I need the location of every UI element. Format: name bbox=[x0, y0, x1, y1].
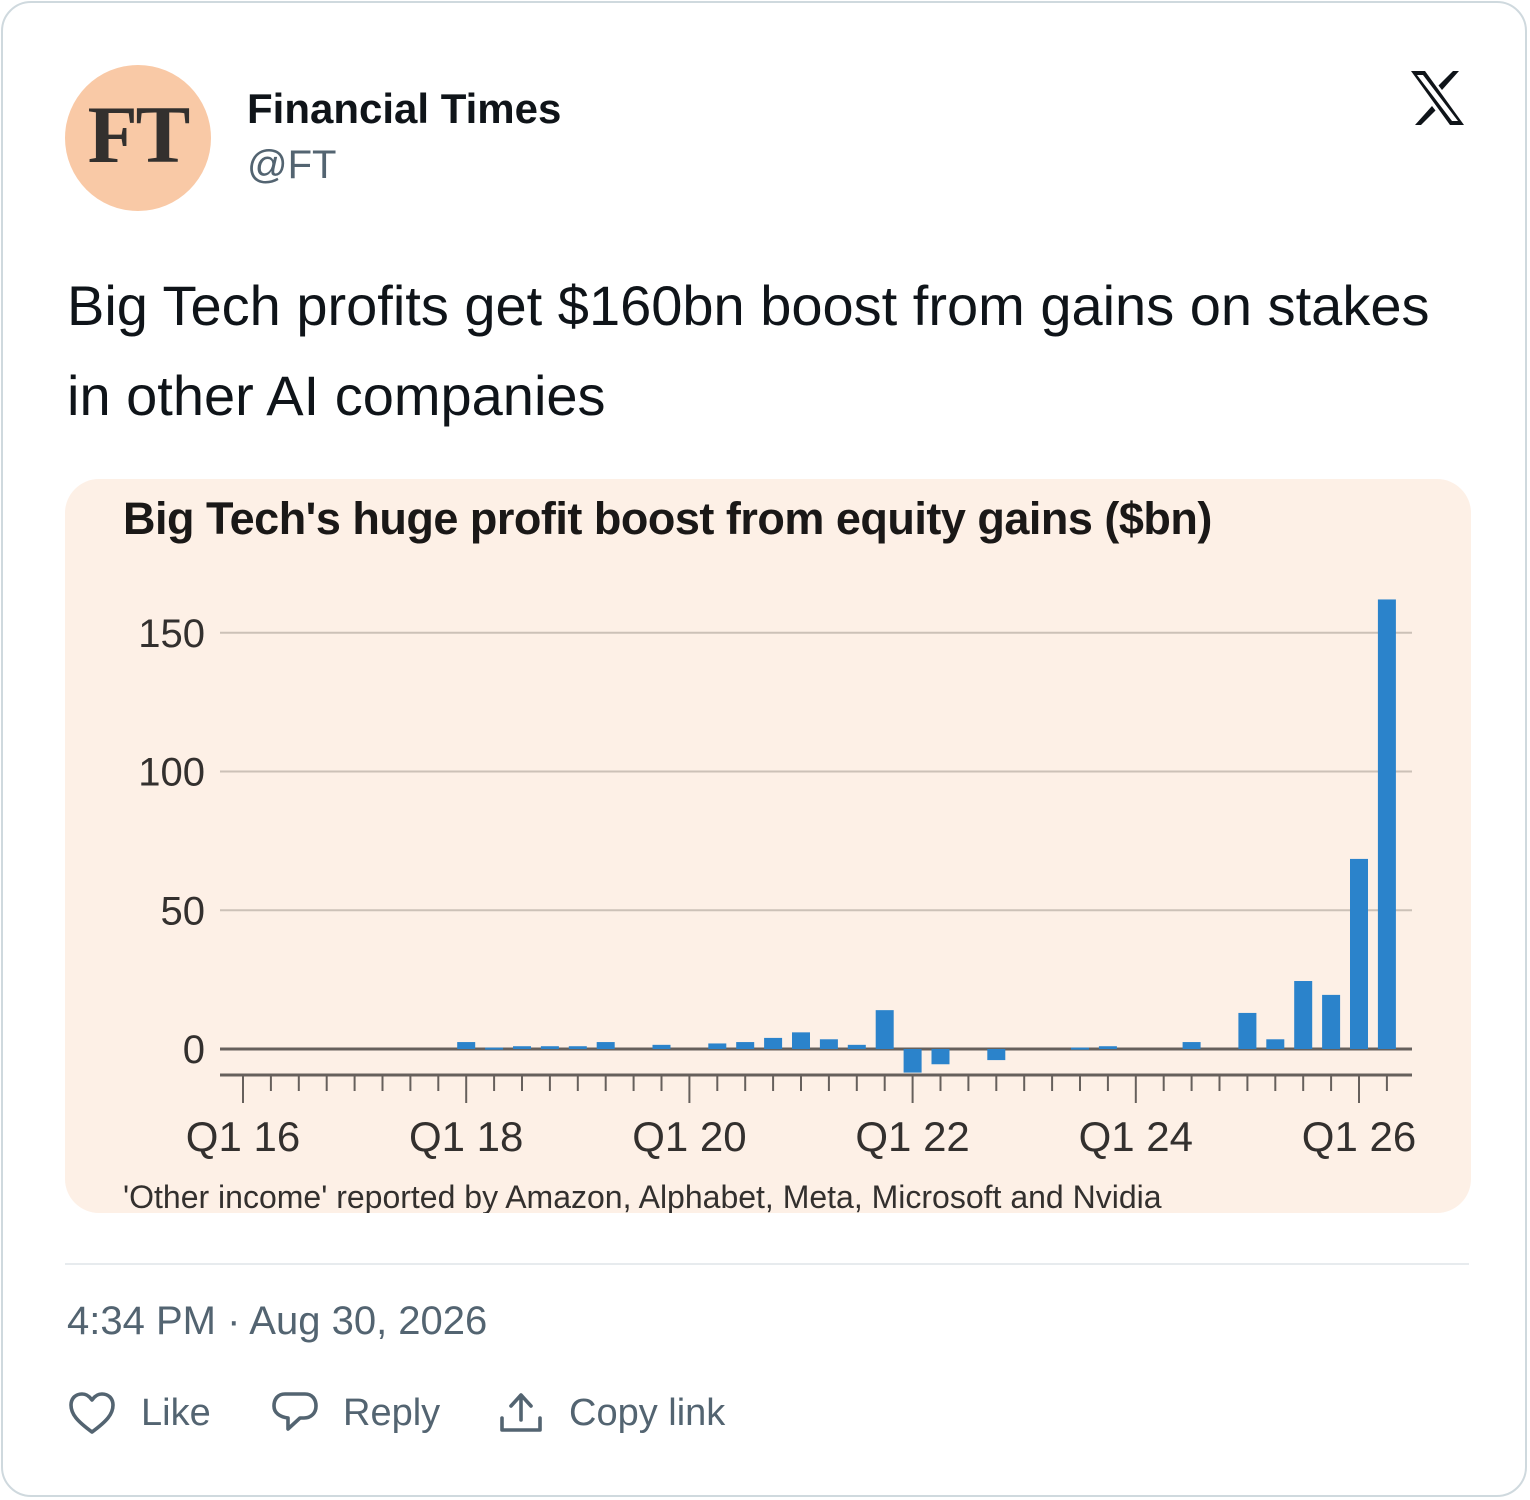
bar bbox=[568, 1046, 587, 1049]
share-upload-icon bbox=[500, 1393, 542, 1432]
avatar[interactable]: FT bbox=[65, 65, 211, 211]
chart-image[interactable]: Big Tech's huge profit boost from equity… bbox=[65, 479, 1471, 1213]
tweet-timestamp[interactable]: 4:34 PM · Aug 30, 2026 bbox=[67, 1299, 488, 1343]
bar bbox=[903, 1049, 922, 1073]
bar bbox=[1098, 1046, 1117, 1049]
x-tick-label: Q1 16 bbox=[186, 1113, 300, 1160]
bar bbox=[1266, 1039, 1285, 1049]
bar bbox=[513, 1046, 531, 1049]
x-logo-icon[interactable] bbox=[1407, 69, 1467, 127]
bar bbox=[847, 1044, 866, 1049]
bar bbox=[1238, 1012, 1257, 1049]
chart-title: Big Tech's huge profit boost from equity… bbox=[123, 493, 1212, 544]
x-tick-label: Q1 22 bbox=[855, 1113, 969, 1160]
bar bbox=[736, 1042, 755, 1049]
reply-button[interactable]: Reply bbox=[271, 1387, 440, 1439]
y-tick-label: 50 bbox=[161, 889, 206, 933]
speech-bubble-icon bbox=[272, 1392, 318, 1431]
bar bbox=[819, 1039, 838, 1049]
x-tick-label: Q1 24 bbox=[1079, 1113, 1193, 1160]
bar bbox=[1294, 981, 1313, 1049]
x-tick-label: Q1 18 bbox=[409, 1113, 523, 1160]
like-button[interactable]: Like bbox=[67, 1387, 211, 1439]
x-tick-label: Q1 26 bbox=[1302, 1113, 1416, 1160]
author-name[interactable]: Financial Times bbox=[247, 85, 562, 132]
y-tick-label: 150 bbox=[138, 612, 205, 656]
bar bbox=[764, 1037, 783, 1049]
bar bbox=[1377, 599, 1396, 1049]
like-label: Like bbox=[141, 1391, 211, 1434]
bar bbox=[875, 1010, 894, 1049]
y-tick-label: 0 bbox=[183, 1028, 205, 1072]
avatar-logo-text: FT bbox=[87, 89, 191, 180]
reply-label: Reply bbox=[343, 1391, 441, 1434]
x-tick-label: Q1 20 bbox=[632, 1113, 746, 1160]
bar bbox=[652, 1044, 671, 1049]
copy-link-label: Copy link bbox=[569, 1391, 726, 1434]
bar bbox=[540, 1046, 559, 1049]
bar bbox=[1182, 1042, 1201, 1049]
chart-source-note: 'Other income' reported by Amazon, Alpha… bbox=[123, 1179, 1162, 1213]
author-handle[interactable]: @FT bbox=[247, 143, 337, 187]
bar bbox=[987, 1049, 1006, 1061]
bar bbox=[485, 1047, 504, 1050]
y-tick-label: 100 bbox=[138, 751, 205, 795]
bar bbox=[931, 1049, 950, 1065]
bar bbox=[457, 1042, 476, 1049]
bar-chart: 0 50 100 150 Q1 16 Q1 18 Q1 20 Q1 22 Q1 24 Q1 26 bbox=[138, 599, 1416, 1160]
heart-icon bbox=[69, 1392, 115, 1434]
tweet-text: Big Tech profits get $160bn boost from g… bbox=[67, 274, 1430, 427]
bar bbox=[1071, 1047, 1089, 1050]
bar bbox=[1350, 858, 1368, 1049]
copy-link-button[interactable]: Copy link bbox=[497, 1387, 725, 1439]
bar bbox=[1322, 994, 1341, 1049]
divider bbox=[65, 1263, 1469, 1265]
bar bbox=[708, 1043, 727, 1049]
bar bbox=[792, 1032, 810, 1049]
bar bbox=[596, 1042, 615, 1049]
